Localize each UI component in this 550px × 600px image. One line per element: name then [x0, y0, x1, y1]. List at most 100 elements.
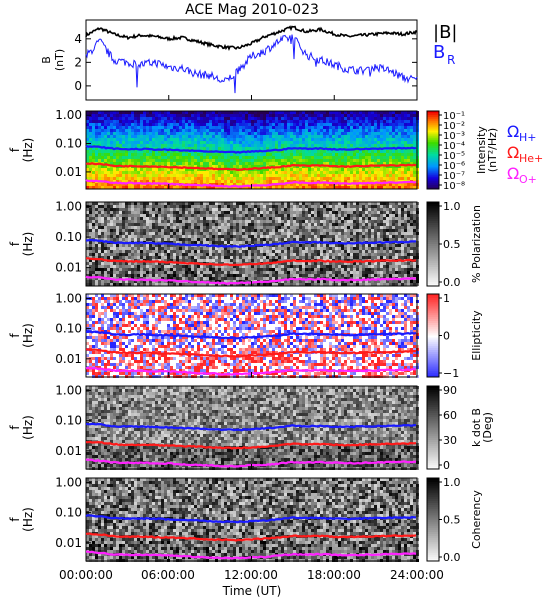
spectrogram-cell	[173, 117, 176, 120]
spectrogram-cell	[236, 247, 239, 250]
spectrogram-cell	[287, 156, 290, 159]
spectrogram-cell	[179, 177, 182, 180]
spectrogram-cell	[119, 202, 122, 205]
spectrogram-cell	[266, 250, 269, 253]
spectrogram-cell	[215, 177, 218, 180]
spectrogram-cell	[377, 183, 380, 186]
spectrogram-cell	[131, 280, 134, 283]
spectrogram-cell	[359, 120, 362, 123]
spectrogram-cell	[155, 220, 158, 223]
spectrogram-cell	[95, 262, 98, 265]
spectrogram-cell	[230, 186, 233, 189]
spectrogram-cell	[110, 268, 113, 271]
spectrogram-cell	[92, 277, 95, 280]
spectrogram-cell	[179, 147, 182, 150]
spectrogram-cell	[296, 238, 299, 241]
spectrogram-cell	[260, 217, 263, 220]
spectrogram-cell	[107, 177, 110, 180]
spectrogram-cell	[206, 283, 209, 286]
spectrogram-cell	[158, 126, 161, 129]
spectrogram-cell	[188, 171, 191, 174]
spectrogram-cell	[131, 153, 134, 156]
spectrogram-cell	[353, 186, 356, 189]
spectrogram-cell	[137, 135, 140, 138]
spectrogram-cell	[362, 183, 365, 186]
spectrogram-cell	[224, 202, 227, 205]
spectrogram-cell	[293, 220, 296, 223]
spectrogram-cell	[398, 165, 401, 168]
spectrogram-cell	[203, 229, 206, 232]
spectrogram-cell	[107, 229, 110, 232]
spectrogram-cell	[239, 280, 242, 283]
spectrogram-cell	[206, 144, 209, 147]
spectrogram-cell	[356, 114, 359, 117]
spectrogram-cell	[245, 183, 248, 186]
spectrogram-cell	[125, 229, 128, 232]
spectrogram-cell	[374, 138, 377, 141]
spectrogram-cell	[161, 159, 164, 162]
spectrogram-cell	[152, 138, 155, 141]
spectrogram-cell	[269, 223, 272, 226]
spectrogram-cell	[128, 283, 131, 286]
spectrogram-cell	[254, 256, 257, 259]
spectrogram-cell	[167, 265, 170, 268]
spectrogram-cell	[206, 253, 209, 256]
spectrogram-cell	[299, 229, 302, 232]
spectrogram-cell	[236, 138, 239, 141]
spectrogram-cell	[269, 277, 272, 280]
spectrogram-cell	[185, 211, 188, 214]
spectrogram-cell	[209, 283, 212, 286]
spectrogram-cell	[200, 238, 203, 241]
spectrogram-cell	[233, 280, 236, 283]
spectrogram-cell	[119, 168, 122, 171]
spectrogram-cell	[170, 232, 173, 235]
spectrogram-cell	[308, 183, 311, 186]
spectrogram-cell	[362, 117, 365, 120]
spectrogram-cell	[185, 123, 188, 126]
spectrogram-cell	[287, 271, 290, 274]
spectrogram-cell	[122, 214, 125, 217]
spectrogram-cell	[380, 120, 383, 123]
spectrogram-cell	[296, 153, 299, 156]
spectrogram-cell	[134, 214, 137, 217]
spectrogram-cell	[191, 283, 194, 286]
spectrogram-cell	[362, 162, 365, 165]
spectrogram-cell	[206, 180, 209, 183]
spectrogram-cell	[131, 202, 134, 205]
spectrogram-cell	[119, 253, 122, 256]
spectrogram-cell	[128, 126, 131, 129]
spectrogram-cell	[218, 223, 221, 226]
spectrogram-cell	[125, 238, 128, 241]
spectrogram-cell	[245, 280, 248, 283]
spectrogram-cell	[296, 186, 299, 189]
spectrogram-cell	[212, 238, 215, 241]
spectrogram-cell	[215, 259, 218, 262]
spectrogram-cell	[179, 153, 182, 156]
spectrogram-cell	[281, 180, 284, 183]
spectrogram-cell	[161, 111, 164, 114]
spectrogram-cell	[107, 126, 110, 129]
spectrogram-cell	[299, 162, 302, 165]
spectrogram-cell	[359, 135, 362, 138]
spectrogram-cell	[224, 265, 227, 268]
spectrogram-cell	[335, 114, 338, 117]
spectrogram-cell	[125, 117, 128, 120]
spectrogram-cell	[113, 171, 116, 174]
spectrogram-cell	[242, 177, 245, 180]
spectrogram-cell	[140, 247, 143, 250]
spectrogram-cell	[176, 120, 179, 123]
spectrogram-cell	[341, 120, 344, 123]
spectrogram-cell	[293, 232, 296, 235]
spectrogram-cell	[86, 277, 89, 280]
spectrogram-cell	[338, 168, 341, 171]
spectrogram-cell	[167, 208, 170, 211]
spectrogram-cell	[251, 144, 254, 147]
spectrogram-cell	[239, 265, 242, 268]
spectrogram-cell	[188, 271, 191, 274]
spectrogram-cell	[155, 253, 158, 256]
spectrogram-cell	[413, 162, 416, 165]
spectrogram-cell	[92, 123, 95, 126]
spectrogram-cell	[329, 126, 332, 129]
spectrogram-cell	[191, 111, 194, 114]
spectrogram-cell	[275, 138, 278, 141]
